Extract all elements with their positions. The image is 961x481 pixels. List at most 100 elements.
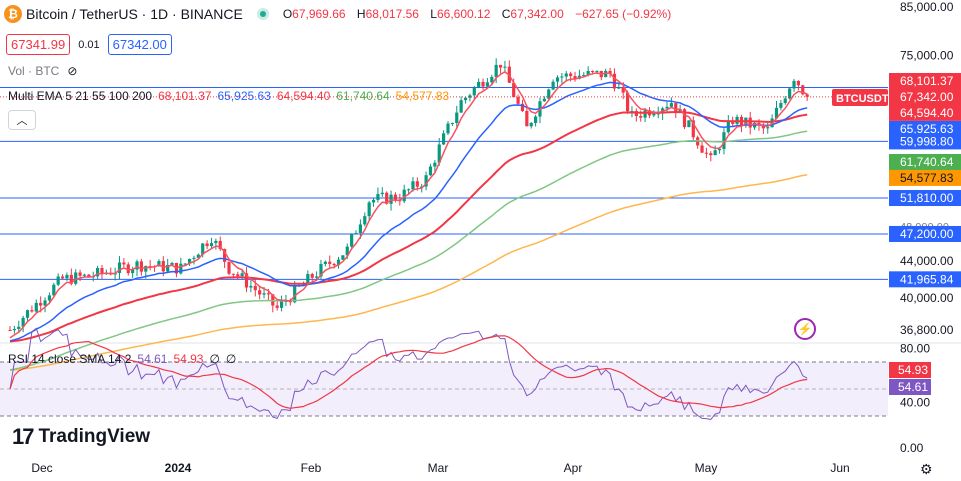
candles-group: [8, 58, 809, 334]
time-axis-label: Dec: [31, 461, 52, 475]
candle-body: [652, 113, 656, 116]
candle-body: [704, 152, 709, 154]
rsi-axis-label-bg: [889, 379, 931, 395]
tradingview-logo: 17 TradingView: [12, 424, 151, 449]
candle-body: [709, 153, 713, 156]
ema-legend[interactable]: Multi EMA 5 21 55 100 200 68,101.37 65,9…: [8, 89, 450, 103]
candle-body: [450, 122, 454, 124]
price-change: −627.65 (−0.92%): [575, 7, 672, 21]
candle-body: [201, 243, 205, 255]
candle-body: [534, 116, 538, 123]
candle-body: [551, 81, 555, 90]
candle-body: [25, 310, 30, 318]
candle-body: [498, 64, 503, 68]
candle-body: [424, 175, 428, 187]
lightning-icon[interactable]: ⚡: [794, 318, 816, 340]
candle-body: [310, 273, 314, 278]
candle-body: [209, 243, 214, 247]
candle-body: [170, 262, 174, 265]
candle-body: [639, 115, 643, 118]
candle-body: [157, 261, 161, 267]
candle-body: [117, 262, 122, 273]
candle-body: [341, 255, 345, 260]
candle-body: [656, 113, 660, 115]
candle-body: [376, 194, 380, 200]
chevron-up-icon[interactable]: ︿: [8, 110, 36, 130]
candle-body: [621, 87, 625, 93]
gear-icon[interactable]: ⚙: [920, 461, 933, 477]
candle-body: [126, 264, 130, 274]
eye-crossed-icon[interactable]: ⊘: [67, 64, 78, 78]
price-axis-label-bg: [889, 154, 961, 170]
candle-body: [402, 189, 406, 202]
candle-body: [700, 145, 704, 153]
candle-body: [328, 261, 332, 264]
symbol-header: ₿ Bitcoin / TetherUS · 1D · BINANCE O67,…: [4, 4, 671, 24]
price-axis-label-bg: [889, 121, 961, 137]
candle-body: [323, 261, 327, 265]
candle-body: [258, 290, 262, 295]
candle-body: [560, 76, 564, 78]
candle-body: [411, 181, 415, 190]
candle-body: [442, 133, 446, 145]
ema-21-line: [9, 81, 808, 342]
price-axis-label-bg: [889, 271, 961, 288]
candle-body: [244, 273, 249, 288]
rsi-sma-line: [9, 335, 808, 409]
price-axis-label-bg: [889, 169, 961, 186]
candle-body: [47, 295, 52, 301]
candle-body: [586, 71, 590, 76]
candle-body: [332, 263, 336, 266]
rsi-tick-label: 80.00: [900, 342, 930, 356]
candle-body: [34, 302, 38, 312]
candle-body: [595, 70, 599, 72]
candle-body: [240, 273, 244, 276]
candle-body: [56, 276, 60, 285]
rsi-legend[interactable]: RSI 14 close SMA 14 2 54.61 54.93 ∅ ∅: [8, 352, 237, 366]
candle-body: [12, 328, 16, 331]
price-tick-label: 44,000.00: [900, 254, 954, 268]
candle-body: [279, 301, 284, 308]
ema-200-line: [9, 173, 808, 372]
candle-body: [634, 111, 638, 116]
price-axis-label: 59,998.80: [900, 134, 954, 148]
candle-body: [144, 266, 148, 272]
symbol-title[interactable]: Bitcoin / TetherUS · 1D · BINANCE: [26, 6, 243, 22]
candle-body: [96, 268, 100, 277]
candle-body: [481, 81, 485, 87]
time-axis-label: Mar: [428, 461, 449, 475]
sell-button[interactable]: 67341.99: [6, 34, 71, 55]
price-axis-label: 41,965.84: [900, 272, 954, 286]
candle-body: [665, 106, 669, 109]
buy-button[interactable]: 67342.00: [107, 34, 172, 55]
candle-body: [617, 87, 621, 89]
candle-body: [542, 98, 546, 102]
candle-body: [406, 189, 411, 191]
candle-body: [371, 199, 376, 203]
candle-body: [503, 66, 507, 68]
candle-body: [65, 274, 69, 279]
ema-55-line: [9, 110, 808, 343]
candle-body: [463, 97, 468, 101]
candle-body: [669, 103, 673, 107]
candle-body: [393, 194, 398, 201]
candle-body: [792, 80, 796, 89]
candle-body: [30, 310, 34, 312]
candle-body: [223, 249, 227, 262]
candle-body: [415, 181, 419, 187]
time-axis-label: 2024: [165, 461, 192, 475]
candle-body: [801, 85, 805, 95]
candle-body: [612, 73, 617, 89]
candle-body: [590, 71, 595, 73]
candle-body: [385, 192, 389, 204]
candle-body: [516, 97, 520, 104]
candle-body: [682, 109, 687, 128]
candle-body: [358, 224, 362, 234]
candle-body: [446, 123, 450, 134]
candle-body: [69, 274, 73, 284]
time-axis-label: Apr: [564, 461, 583, 475]
time-axis-label: Jun: [830, 461, 849, 475]
volume-legend[interactable]: Vol · BTC ⊘: [8, 64, 78, 78]
candle-body: [547, 89, 551, 99]
